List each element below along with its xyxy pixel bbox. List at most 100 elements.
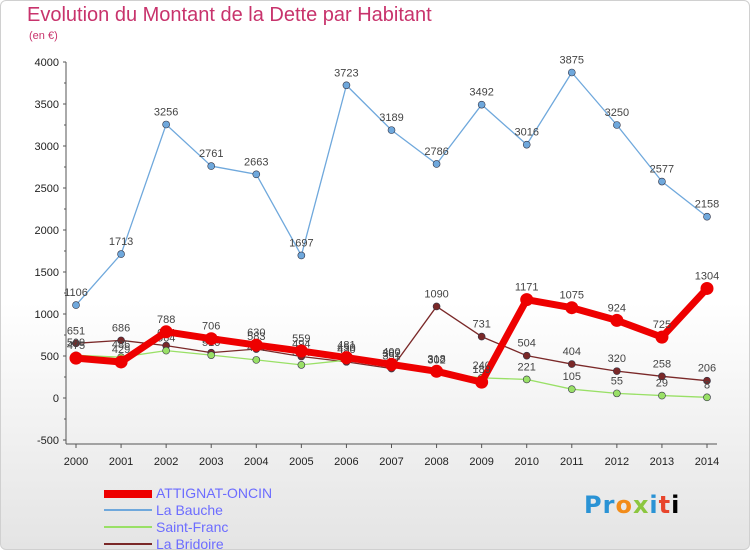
y-tick-label: 3000 — [35, 141, 59, 153]
data-label: 2158 — [695, 199, 719, 211]
data-label: 2761 — [199, 148, 223, 160]
legend-label-la-bauche: La Bauche — [156, 502, 223, 518]
data-point — [162, 120, 170, 129]
data-label: 504 — [518, 338, 536, 350]
x-tick-label: 2003 — [199, 456, 223, 468]
proxiti-logo: Proxiti — [584, 491, 681, 519]
data-point — [567, 68, 576, 77]
data-point — [207, 162, 216, 170]
data-label: 1106 — [64, 287, 88, 299]
y-tick-label: 3500 — [35, 99, 59, 111]
data-label: 302 — [427, 355, 445, 367]
y-tick-label: 1000 — [35, 309, 59, 321]
data-label: 651 — [67, 325, 85, 337]
x-tick-label: 2004 — [244, 456, 268, 468]
x-tick-label: 2012 — [605, 456, 629, 468]
data-label: 382 — [382, 348, 400, 360]
data-label: 481 — [337, 340, 355, 352]
data-point — [297, 251, 306, 260]
data-label: 430 — [337, 344, 355, 356]
data-point — [700, 281, 714, 295]
data-label: 583 — [247, 331, 265, 343]
data-label: 2786 — [424, 146, 448, 158]
data-label: 404 — [563, 346, 581, 358]
chart-unit: (en €) — [29, 30, 58, 42]
legend-label-attignat-oncin: ATTIGNAT-ONCIN — [156, 485, 273, 501]
y-tick-label: 4000 — [35, 57, 59, 69]
y-tick-label: 1500 — [35, 267, 59, 279]
data-label: 630 — [247, 327, 265, 339]
data-point — [703, 376, 711, 385]
data-label: 429 — [112, 344, 130, 356]
data-point — [522, 351, 531, 360]
data-label: 725 — [653, 319, 671, 331]
data-point — [162, 346, 170, 355]
data-label: 3492 — [469, 87, 493, 99]
data-label: 2577 — [650, 164, 674, 176]
data-point — [703, 393, 711, 402]
data-point — [610, 313, 624, 327]
data-point — [339, 351, 353, 365]
x-tick-label: 2008 — [424, 456, 448, 468]
data-point — [249, 338, 263, 352]
legend-swatch-la-bridoire — [104, 543, 152, 545]
data-point — [204, 332, 218, 346]
data-label: 3016 — [514, 127, 538, 139]
data-point — [522, 140, 531, 149]
data-point — [342, 81, 351, 90]
data-label: 400 — [382, 346, 400, 358]
y-tick-label: 500 — [41, 351, 59, 363]
data-point — [159, 325, 173, 339]
chart-title: Evolution du Montant de la Dette par Hab… — [27, 4, 432, 26]
data-label: 3250 — [605, 107, 629, 119]
legend-label-saint-franc: Saint-Franc — [156, 519, 229, 535]
data-label: 1075 — [560, 290, 584, 302]
data-label: 924 — [608, 302, 626, 314]
legend-swatch-la-bauche — [104, 509, 152, 511]
data-label: 1697 — [289, 237, 313, 249]
x-tick-label: 2001 — [109, 456, 133, 468]
data-point — [520, 293, 534, 307]
x-tick-label: 2000 — [64, 456, 88, 468]
data-point — [613, 389, 621, 398]
data-label: 3875 — [560, 55, 584, 67]
x-tick-label: 2005 — [289, 456, 313, 468]
data-point — [432, 160, 441, 168]
data-point — [114, 355, 128, 369]
legend-swatch-saint-franc — [104, 526, 152, 528]
x-tick-label: 2006 — [334, 456, 358, 468]
data-point — [567, 360, 576, 368]
data-point — [477, 332, 486, 341]
data-label: 8 — [704, 379, 710, 391]
data-point — [117, 250, 125, 258]
data-label: 475 — [67, 340, 85, 352]
data-point — [72, 339, 80, 348]
legend-label-la-bridoire: La Bridoire — [156, 536, 224, 550]
y-tick-label: -500 — [37, 435, 59, 447]
data-point — [658, 177, 666, 186]
x-tick-label: 2002 — [154, 456, 178, 468]
data-label: 351 — [382, 351, 400, 363]
data-label: 1304 — [695, 270, 719, 282]
data-point — [117, 336, 125, 345]
data-label: 258 — [653, 358, 671, 370]
data-label: 318 — [427, 353, 445, 365]
y-tick-label: 0 — [53, 393, 59, 405]
data-point — [703, 212, 711, 221]
data-label: 731 — [472, 319, 490, 331]
data-label: 1090 — [424, 288, 448, 300]
data-label: 320 — [608, 353, 626, 365]
data-point — [658, 372, 666, 381]
data-point — [207, 351, 216, 359]
data-label: 1171 — [515, 282, 539, 294]
data-label: 1713 — [109, 236, 133, 248]
data-point — [475, 375, 489, 389]
data-label: 2663 — [244, 156, 268, 168]
data-label: 206 — [698, 363, 716, 375]
data-point — [294, 344, 308, 358]
data-point — [252, 356, 261, 364]
data-point — [655, 330, 669, 344]
x-tick-label: 2009 — [469, 456, 493, 468]
